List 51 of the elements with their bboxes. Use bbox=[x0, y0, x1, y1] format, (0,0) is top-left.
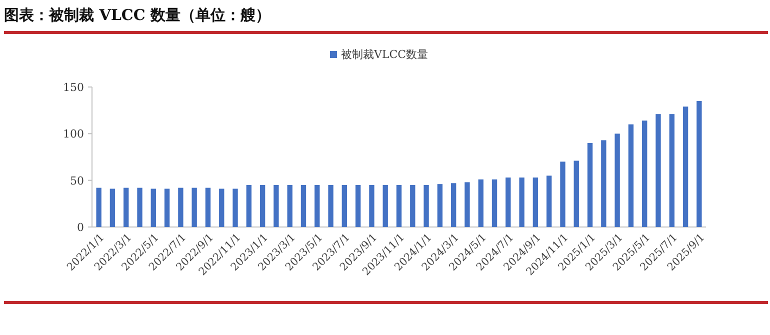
bar bbox=[300, 185, 306, 227]
bar bbox=[137, 188, 142, 227]
bar bbox=[260, 185, 266, 227]
bar bbox=[287, 185, 292, 227]
bar bbox=[178, 188, 184, 227]
bar bbox=[546, 176, 552, 227]
bar bbox=[96, 188, 102, 227]
bar bbox=[124, 188, 129, 227]
chart-title: 图表：被制裁 VLCC 数量（单位：艘） bbox=[4, 6, 271, 24]
bar bbox=[696, 101, 702, 227]
y-tick-label: 50 bbox=[70, 174, 84, 188]
y-tick-label: 150 bbox=[63, 81, 84, 94]
y-tick-label: 0 bbox=[77, 221, 84, 234]
bar bbox=[560, 162, 566, 227]
bar bbox=[246, 185, 252, 227]
bar bbox=[669, 114, 674, 227]
bar bbox=[587, 143, 593, 227]
bar bbox=[382, 185, 388, 227]
bar bbox=[232, 188, 238, 227]
bar bbox=[574, 160, 579, 227]
bar bbox=[437, 184, 443, 227]
bar bbox=[450, 183, 456, 227]
bar bbox=[328, 185, 334, 227]
bar bbox=[219, 188, 224, 227]
bar bbox=[492, 179, 498, 227]
bar bbox=[164, 188, 170, 227]
bar bbox=[355, 185, 361, 227]
bar bbox=[424, 185, 429, 227]
bar bbox=[192, 188, 197, 227]
bar bbox=[656, 114, 661, 227]
bar bbox=[369, 185, 374, 227]
bar bbox=[478, 179, 484, 227]
legend-label: 被制裁VLCC数量 bbox=[341, 48, 428, 61]
bar bbox=[314, 185, 320, 227]
bar bbox=[410, 185, 416, 227]
bar bbox=[682, 106, 688, 227]
bar bbox=[532, 178, 538, 227]
bar bbox=[506, 178, 511, 227]
bar bbox=[601, 140, 606, 227]
bar bbox=[274, 185, 279, 227]
bar bbox=[150, 188, 156, 227]
bar bbox=[628, 124, 634, 227]
bar bbox=[642, 120, 648, 227]
bar bbox=[519, 178, 524, 227]
bar bbox=[614, 134, 620, 227]
y-tick-label: 100 bbox=[63, 128, 84, 141]
bar bbox=[396, 185, 402, 227]
bar bbox=[205, 188, 211, 227]
bar bbox=[464, 182, 470, 227]
bar bbox=[110, 188, 116, 227]
bar bbox=[342, 185, 348, 227]
